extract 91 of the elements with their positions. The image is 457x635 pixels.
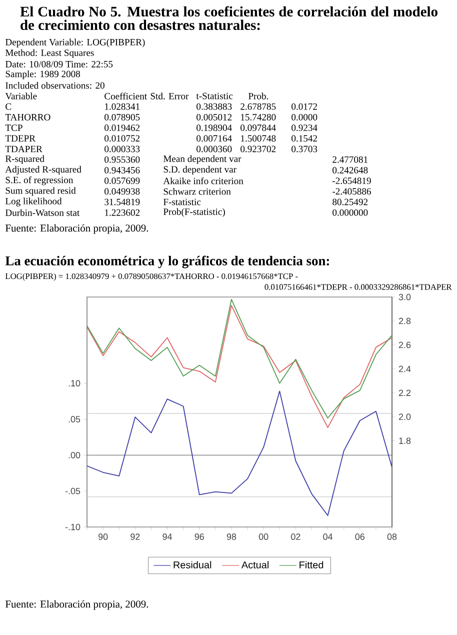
- text: R-squared: [5, 155, 44, 164]
- text: Std. Error: [150, 92, 189, 100]
- text: 2.477081: [332, 156, 368, 163]
- text: Coefficient: [104, 92, 147, 100]
- x-tick-label: 00: [258, 534, 268, 540]
- text: S.D. dependent var: [164, 166, 236, 175]
- y-tick-label: .00: [68, 452, 80, 458]
- text: 0.000333: [104, 146, 140, 152]
- text: Date: 10/08/09 Time: 22:55: [5, 60, 113, 68]
- text: Dependent Variable: LOG(PIBPER): [5, 38, 145, 48]
- text: 0.198904: [196, 124, 232, 132]
- y2-tick-label: 2.4: [398, 366, 411, 372]
- y-tick-label: -.10: [65, 524, 80, 530]
- y-tick-label: -.05: [65, 488, 80, 494]
- text: 0.049938: [104, 188, 140, 195]
- chart-title: El Cuadro No 5. Muestra los coeficientes de correlación del modelo de crecimiento con desastres naturales:: [20, 6, 438, 30]
- text: 0.0000: [292, 114, 318, 120]
- text: 0.005012: [196, 114, 232, 120]
- text: 1.028341: [105, 103, 140, 110]
- x-tick-label: 96: [194, 534, 204, 540]
- text: 0.019462: [104, 124, 140, 132]
- y-tick-label: .05: [68, 416, 80, 422]
- text: F-statistic: [163, 198, 201, 206]
- text: Sum squared resid: [6, 187, 76, 196]
- y2-tick-label: 3.0: [398, 294, 411, 300]
- text: 0.097844: [240, 124, 276, 132]
- text: S.E. of regression: [6, 176, 74, 186]
- x-tick-label: 02: [291, 534, 300, 540]
- x-tick-label: 06: [355, 534, 364, 540]
- text: 0.383883: [196, 103, 232, 110]
- text: 80.25492: [332, 198, 368, 206]
- legend-label: Actual: [241, 561, 268, 568]
- text: Method: Least Squares: [5, 49, 94, 58]
- text: 0.943456: [104, 166, 140, 174]
- text: Akaike info criterion: [163, 177, 244, 184]
- text: 0.007164: [196, 135, 232, 142]
- text: Mean dependent var: [163, 155, 242, 164]
- text: Sample: 1989 2008: [6, 70, 80, 80]
- text: 0.057699: [104, 178, 140, 184]
- text: Durbin-Watson stat: [5, 209, 80, 216]
- text: 0.000360: [196, 146, 232, 152]
- text: Included observations: 20: [6, 82, 104, 89]
- text: 0.9234: [292, 124, 318, 132]
- text: Variable: [5, 92, 37, 100]
- x-tick-label: 92: [130, 534, 140, 540]
- text: 0.01075166461*TDEPR - 0.0003329286861*TDAPER: [264, 284, 452, 290]
- text: 31.54819: [104, 198, 140, 206]
- text: C: [6, 103, 12, 110]
- text: 0.3703: [292, 146, 318, 152]
- y2-tick-label: 1.8: [399, 438, 411, 444]
- text: TCP: [5, 124, 22, 132]
- text: 15.74280: [241, 114, 276, 120]
- text: Prob(F-statistic): [163, 208, 225, 217]
- text: -2.405886: [332, 188, 371, 195]
- line-series: [87, 390, 392, 516]
- text: Log likelihood: [5, 198, 62, 206]
- y2-tick-label: 2.6: [398, 342, 411, 348]
- x-tick-label: 08: [387, 534, 397, 540]
- text: 1.500748: [241, 135, 276, 142]
- y-tick-label: .10: [68, 380, 80, 386]
- y2-tick-label: 2.8: [398, 318, 411, 324]
- text: 2.678785: [240, 103, 276, 110]
- text: TAHORRO: [5, 114, 50, 120]
- text: La ecuación econométrica y lo gráficos de tendencia son:: [5, 256, 329, 268]
- text: Schwarz criterion: [164, 188, 231, 195]
- text: LOG(PIBPER) = 1.028340979 + 0.07890508637*TAHORRO - 0.01946157668*TCP -: [5, 273, 298, 281]
- text: 0.010752: [104, 135, 140, 142]
- legend-label: Fitted: [300, 561, 324, 568]
- x-tick-label: 04: [323, 534, 333, 540]
- text: 0.000000: [332, 209, 368, 216]
- text: -2.654819: [332, 178, 371, 184]
- text: Adjusted R-squared: [5, 166, 82, 175]
- x-tick-label: 90: [98, 534, 108, 540]
- x-tick-label: 98: [226, 534, 236, 540]
- text: 0.242648: [332, 166, 368, 174]
- text: 0.923702: [240, 146, 276, 152]
- text: 0.955360: [104, 156, 140, 163]
- legend-label: Residual: [174, 561, 212, 568]
- text: TDEPR: [5, 135, 36, 142]
- y2-tick-label: 2.2: [398, 390, 411, 396]
- text: TDAPER: [5, 146, 42, 152]
- x-tick-label: 94: [162, 534, 172, 540]
- text: 0.1542: [292, 135, 317, 142]
- y2-tick-label: 2.0: [398, 414, 411, 420]
- text: 1.223602: [105, 209, 140, 216]
- text: 0.0172: [292, 103, 317, 110]
- source-note: Fuente: Elaboración propia, 2009.: [5, 224, 148, 234]
- text: t-Statistic: [196, 92, 233, 100]
- source-note: Fuente: Elaboración propia, 2009.: [5, 600, 148, 610]
- text: 0.078905: [104, 114, 140, 120]
- text: Prob.: [248, 92, 268, 100]
